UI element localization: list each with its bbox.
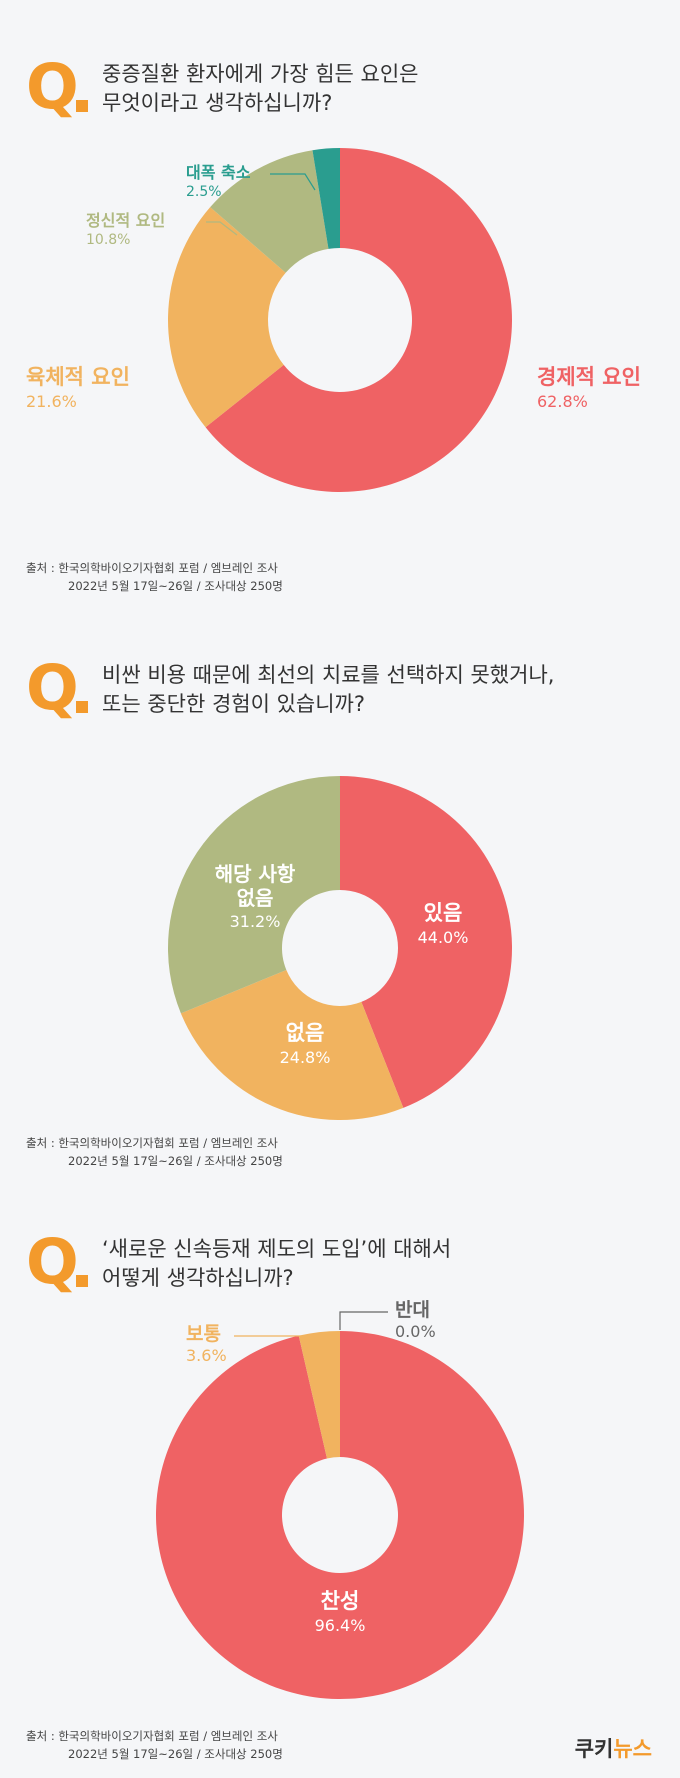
slice-label: 육체적 요인 21.6% — [26, 365, 130, 411]
pie-slice — [210, 150, 329, 273]
q-mark: Q — [26, 657, 88, 719]
slice-value: 62.8% — [537, 392, 588, 411]
q-mark: Q — [26, 1231, 88, 1293]
donut-chart-3: 찬성 96.4% 보통3.6% 반대0.0% — [156, 1299, 524, 1699]
question-text: 중증질환 환자에게 가장 힘든 요인은 무엇이라고 생각하십니까? — [102, 62, 419, 115]
slice-name: 경제적 요인 — [537, 365, 641, 389]
leader-line — [234, 1335, 311, 1355]
slice-label: 있음 44.0% — [418, 901, 469, 947]
pie-slice — [205, 148, 513, 492]
slice-name: 육체적 요인 — [26, 365, 130, 389]
slice-value: 0.0% — [395, 1322, 436, 1341]
slice-value: 10.8% — [86, 232, 130, 248]
slice-name: 없음 — [286, 1021, 325, 1045]
source-note: 출처 : 한국의학바이오기자협회 포럼 / 엠브레인 조사 2022년 5월 1… — [26, 561, 283, 593]
slice-value: 44.0% — [418, 928, 469, 947]
slice-name: 찬성 — [321, 1589, 360, 1613]
pie-slice — [312, 148, 340, 249]
slice-label: 반대0.0% — [395, 1299, 436, 1341]
pie-slice — [168, 207, 286, 428]
slice-value: 2.5% — [186, 184, 222, 200]
leader-line — [206, 221, 238, 236]
pie-slice — [298, 1331, 340, 1459]
slice-name: 반대 — [395, 1299, 430, 1321]
pie-slice — [168, 776, 340, 1014]
leader-line — [339, 1311, 388, 1330]
slice-name: 대폭 축소 — [186, 163, 251, 182]
source-note: 출처 : 한국의학바이오기자협회 포럼 / 엠브레인 조사 2022년 5월 1… — [26, 1136, 283, 1168]
brand-logo: 쿠키뉴스 — [574, 1737, 652, 1761]
question-text: ‘새로운 신속등재 제도의 도입’에 대해서 어떻게 생각하십니까? — [102, 1237, 452, 1290]
pie-slice — [340, 776, 512, 1108]
donut-chart-1: 경제적 요인 62.8% 육체적 요인 21.6% 정신적 요인 10.8% 대폭 축소 2.… — [26, 148, 641, 492]
pie-slice — [180, 970, 404, 1120]
slice-name: 해당 사항 — [215, 862, 296, 886]
slice-label: 찬성 96.4% — [315, 1589, 366, 1635]
q-mark: Q — [26, 56, 88, 118]
slice-label: 없음 24.8% — [280, 1021, 331, 1067]
slice-label: 대폭 축소 2.5% — [186, 163, 251, 200]
pie-slice — [156, 1331, 524, 1699]
slice-label: 정신적 요인 10.8% — [86, 211, 165, 248]
slice-name: 정신적 요인 — [86, 211, 165, 230]
slice-label: 경제적 요인 62.8% — [537, 365, 641, 411]
source-note: 출처 : 한국의학바이오기자협회 포럼 / 엠브레인 조사 2022년 5월 1… — [26, 1729, 283, 1761]
slice-value: 96.4% — [315, 1616, 366, 1635]
slice-name: 보통 — [186, 1323, 221, 1345]
leader-line — [270, 173, 316, 191]
slice-name: 있음 — [424, 901, 463, 925]
slice-name: 없음 — [237, 886, 274, 910]
slice-value: 31.2% — [230, 912, 281, 931]
question-text: 비싼 비용 때문에 최선의 치료를 선택하지 못했거나, 또는 중단한 경험이 … — [102, 663, 555, 716]
slice-value: 21.6% — [26, 392, 77, 411]
slice-value: 24.8% — [280, 1048, 331, 1067]
slice-label: 보통3.6% — [186, 1323, 227, 1365]
slice-value: 3.6% — [186, 1346, 227, 1365]
